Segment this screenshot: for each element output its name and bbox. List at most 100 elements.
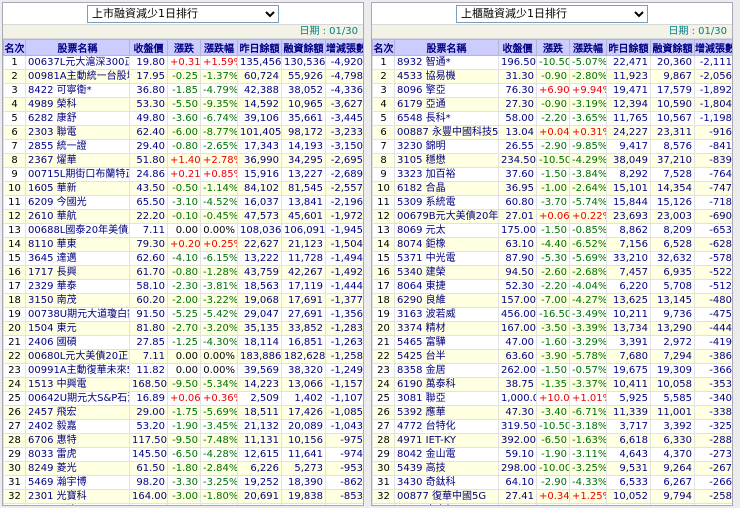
stock-row[interactable]: 11 5309 系統電 60.80 -3.70 -5.74% 15,844 15,126 -7… (372, 195, 732, 210)
stock-name-cell: 6282 康舒 (25, 111, 130, 126)
prev-balance-cell: 13,734 (606, 321, 651, 336)
stock-row[interactable]: 27 2402 毅嘉 53.20 -1.90 -3.45% 21,132 20,089 -1,… (3, 419, 363, 434)
stock-row[interactable]: 9 3323 加百裕 37.60 -1.50 -3.84% 8,292 7,528 -764 (372, 167, 732, 182)
stock-row[interactable]: 23 00991A主動復華未來50 11.82 0.00 0.00% 39,569 38,3… (3, 363, 363, 378)
stock-row[interactable]: 4 4989 榮科 53.30 -5.50 -9.35% 14,592 10,965 -3,6… (3, 97, 363, 112)
stock-row[interactable]: 336265 方土昶46.05-3.55-7.16%9,4559,213-242 (372, 503, 732, 505)
stock-row[interactable]: 1300688L國泰20年美債正27.110.000.00%108,036106… (3, 223, 363, 238)
stock-row[interactable]: 4 6179 亞通 27.30 -0.90 -3.19% 12,394 10,590 -1,8… (372, 97, 732, 112)
stock-row[interactable]: 29 8042 金山電 59.10 -1.90 -3.11% 4,643 4,370 -273 (372, 447, 732, 462)
stock-row[interactable]: 15 5371 中光電 87.90 -5.30 -5.69% 33,210 32,632 -5… (372, 251, 732, 266)
stock-row[interactable]: 5 6548 長科* 58.00 -2.20 -3.65% 11,765 10,567 -1,… (372, 111, 732, 126)
stock-row[interactable]: 900715L期街口布蘭特正224.86+0.21+0.85%15,91613,… (3, 167, 363, 182)
stock-row[interactable]: 22 5425 台半 63.60 -3.90 -5.78% 7,680 7,294 -386 (372, 349, 732, 364)
close-price-cell: 392.00 (498, 433, 537, 448)
margin-balance-cell: 9,867 (650, 69, 695, 84)
ranking-type-select[interactable]: 上市融資減少1日排行 (87, 4, 279, 23)
stock-row[interactable]: 16 1717 長興 61.70 -0.80 -1.28% 43,759 42,267 -1,… (3, 265, 363, 280)
stock-row[interactable]: 14 8074 鉅橡 63.10 -4.40 -6.52% 7,156 6,528 -628 (372, 237, 732, 252)
stock-row[interactable]: 1 8932 智通* 196.50 -10.50 -5.07% 22,471 20,360-… (372, 55, 732, 70)
stock-row[interactable]: 18 3150 南茂 60.20 -2.00 -3.22% 19,068 17,691 -1,… (3, 293, 363, 308)
stock-row[interactable]: 7 3230 錦明 26.55 -2.90 -9.85% 9,417 8,576 -841 (372, 139, 732, 154)
stock-row[interactable]: 28 6706 惠特 117.50 -9.50 -7.48% 11,131 10,156 -9… (3, 433, 363, 448)
close-price-cell: 91.50 (129, 307, 168, 322)
margin-balance-cell: 13,841 (281, 195, 326, 210)
margin-balance-cell: 6,528 (650, 237, 695, 252)
stock-row[interactable]: 24 6190 萬泰科 38.75 -1.35 -3.37% 10,411 10,058 -3… (372, 377, 732, 392)
stock-row[interactable]: 12 2610 華航 22.20 -0.10 -0.45% 47,573 45,601 -1,… (3, 209, 363, 224)
prev-balance-cell: 23,693 (606, 209, 651, 224)
stock-row[interactable]: 6 2303 聯電 62.40 -6.00 -8.77% 101,405 98,172 -3,… (3, 125, 363, 140)
stock-name-cell: 5425 台半 (394, 349, 499, 364)
ranking-type-select[interactable]: 上櫃融資減少1日排行 (456, 4, 648, 23)
margin-balance-cell: 24,956 (281, 503, 326, 505)
net-change-cell: -975 (325, 433, 363, 448)
stock-row[interactable]: 18 6290 良維 157.00 -7.00 -4.27% 13,625 13,145 -4… (372, 293, 732, 308)
stock-row[interactable]: 24 1513 中興電 168.50 -9.50 -5.34% 14,223 13,066-… (3, 377, 363, 392)
close-price-cell: 61.70 (129, 265, 168, 280)
stock-row[interactable]: 8 3105 穩懋 234.50 -10.50 -4.29% 38,049 37,210 -8… (372, 153, 732, 168)
change-cell: +0.20 (167, 237, 201, 252)
stock-row[interactable]: 26 5392 應華 47.30 -3.40 -6.71% 11,339 11,001 -33… (372, 405, 732, 420)
stock-row[interactable]: 16 5340 建榮 94.50 -2.60 -2.68% 7,457 6,935 -522 (372, 265, 732, 280)
change-pct-cell: +1.25% (569, 489, 607, 504)
stock-name-cell: 00715L期街口布蘭特正2 (25, 167, 130, 182)
stock-row[interactable]: 31 5469 瀚宇博 98.20 -3.30 -3.25% 19,252 18,390 -8… (3, 475, 363, 490)
stock-row[interactable]: 19 00738U期元大道瓊白銀 91.50 -5.25 -5.42% 29,047 27,… (3, 307, 363, 322)
stock-row[interactable]: 333149 正達52.40-2.50-4.55%25,80824,956-85… (3, 503, 363, 505)
stock-row[interactable]: 17 2329 華泰 58.10 -2.30 -3.81% 18,563 17,119 -1,… (3, 279, 363, 294)
stock-row[interactable]: 2 4533 協易機 31.30 -0.90 -2.80% 11,923 9,867 -2,0… (372, 69, 732, 84)
stock-row[interactable]: 31 3430 奇鈦科 64.10 -2.90 -4.33% 6,533 6,267 -266 (372, 475, 732, 490)
change-pct-cell: -9.35% (200, 97, 238, 112)
stock-name-cell: 2303 聯電 (25, 125, 130, 140)
stock-row[interactable]: 1200679B元大美債20年27.01+0.06+0.22%23,69323,… (372, 209, 732, 224)
stock-name-cell: 8064 東捷 (394, 279, 499, 294)
change-pct-cell: -1.63% (569, 433, 607, 448)
stock-row[interactable]: 200981A主動統一台股增長17.95-0.25-1.37%60,72455,… (3, 69, 363, 84)
stock-row[interactable]: 30 5439 高技 298.00 -10.00 -3.25% 9,531 9,264 -26… (372, 461, 732, 476)
stock-row[interactable]: 3 8422 可寧衛* 36.80 -1.85 -4.79% 42,388 38,052 -4… (3, 83, 363, 98)
column-header: 名次 (3, 39, 26, 56)
column-header: 增減張數 (325, 39, 363, 56)
stock-row[interactable]: 22 00680L元大美債20正2 7.11 0.00 0.00% 183,886 182,… (3, 349, 363, 364)
net-change-cell: -340 (694, 391, 732, 406)
stock-row[interactable]: 21 2406 國碩 27.85 -1.25 -4.30% 18,114 16,851 -1,… (3, 335, 363, 350)
stock-row[interactable]: 23 8358 金居 262.00 -1.50 -0.57% 19,675 19,309 -3… (372, 363, 732, 378)
stock-row[interactable]: 27 4772 台特化 319.50 -10.50 -3.18% 3,717 3,392 -3… (372, 419, 732, 434)
change-cell: -1.75 (167, 405, 201, 420)
stock-row[interactable]: 17 8064 東捷 52.30 -2.20 -4.04% 6,220 5,708 -512 (372, 279, 732, 294)
change-cell: -6.50 (167, 447, 201, 462)
stock-row[interactable]: 29 8033 雷虎 145.50 -6.50 -4.28% 12,615 11,641 -9… (3, 447, 363, 462)
stock-row[interactable]: 20 1504 東元 81.80 -2.70 -3.20% 35,135 33,852 -1,… (3, 321, 363, 336)
stock-row[interactable]: 19 3163 波若威 456.00 -16.50 -3.49% 10,211 9,736-… (372, 307, 732, 322)
net-change-cell: -4,920 (325, 55, 363, 70)
stock-row[interactable]: 7 2855 統一證 29.40 -0.80 -2.65% 17,343 14,193 -3,… (3, 139, 363, 154)
rank-cell: 28 (372, 433, 395, 448)
rank-cell: 24 (372, 377, 395, 392)
stock-row[interactable]: 10 6182 合晶 36.95 -1.00 -2.64% 15,101 14,354 -74… (372, 181, 732, 196)
stock-row[interactable]: 21 5465 富驊 47.00 -1.60 -3.29% 3,391 2,972 -419 (372, 335, 732, 350)
prev-balance-cell: 43,759 (237, 265, 282, 280)
stock-row[interactable]: 15 3645 達邁 62.60 -4.10 -6.15% 13,222 11,728 -1,… (3, 251, 363, 266)
stock-row[interactable]: 100637L元大滬深300正219.80+0.31+1.59%135,4561… (3, 55, 363, 70)
stock-row[interactable]: 28 4971 IET-KY 392.00 -6.50 -1.63% 6,618 6,330… (372, 433, 732, 448)
stock-row[interactable]: 13 8069 元太 175.00 -1.50 -0.85% 8,862 8,209 -653 (372, 223, 732, 238)
stock-row[interactable]: 10 1605 華新 43.50 -0.50 -1.14% 84,102 81,545 -2,… (3, 181, 363, 196)
stock-row[interactable]: 5 6282 康舒 49.80 -3.60 -6.74% 39,106 35,661 -3,4… (3, 111, 363, 126)
stock-row[interactable]: 2500642U期元大S&P石油16.89+0.06+0.36%2,5091,4… (3, 391, 363, 406)
stock-row[interactable]: 11 6209 今國光 65.50 -3.10 -4.52% 16,037 13,841 -2… (3, 195, 363, 210)
stock-name-cell: 8033 雷虎 (25, 447, 130, 462)
stock-row[interactable]: 30 8249 菱光 61.50 -1.80 -2.84% 6,226 5,273 -953 (3, 461, 363, 476)
net-change-cell: -718 (694, 195, 732, 210)
stock-row[interactable]: 32 2301 光寶科 164.00 -3.00 -1.80% 20,691 19,838-… (3, 489, 363, 504)
rank-cell: 10 (3, 181, 26, 196)
margin-balance-cell: 8,209 (650, 223, 695, 238)
stock-row[interactable]: 26 2457 飛宏 29.00 -1.75 -5.69% 18,511 17,426 -1,… (3, 405, 363, 420)
stock-row[interactable]: 20 3374 精材 167.00 -3.50 -3.39% 13,734 13,290 -4… (372, 321, 732, 336)
